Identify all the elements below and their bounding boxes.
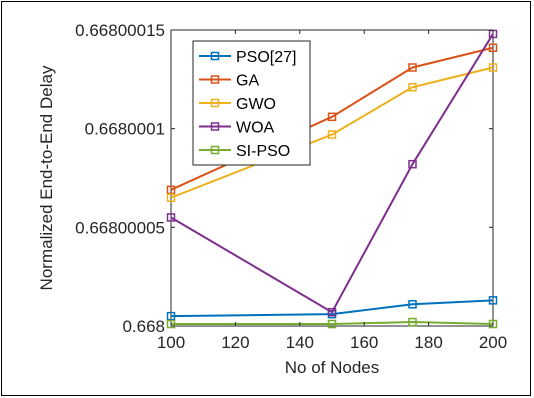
x-tick-label: 180 (414, 333, 442, 352)
x-tick-label: 200 (479, 333, 507, 352)
legend-item: PSO[27] (199, 49, 296, 66)
legend-label: SI-PSO (236, 143, 290, 160)
data-point (408, 63, 417, 72)
series-si-pso (166, 317, 498, 329)
data-point (166, 185, 176, 195)
x-tick-label: 140 (286, 333, 314, 352)
series-line (170, 33, 494, 314)
data-point (488, 319, 498, 329)
y-tick-label: 0.668 (122, 317, 165, 336)
series-line (170, 299, 494, 318)
data-point (166, 213, 176, 222)
data-point (327, 307, 337, 317)
data-point (327, 319, 337, 329)
data-point (408, 317, 417, 327)
legend-swatch-marker (210, 145, 220, 155)
data-point (488, 63, 498, 72)
legend-label: WOA (236, 120, 275, 137)
data-point (408, 300, 417, 309)
legend: PSO[27] GA GWO WOA SI-PSO (192, 40, 311, 166)
legend-item: GA (199, 73, 259, 90)
series-gwo (166, 63, 498, 202)
y-tick-label: 0.66800015 (75, 21, 165, 40)
legend-swatch-marker (210, 51, 220, 61)
series-line (170, 66, 494, 199)
data-point (488, 296, 498, 305)
x-tick-label: 120 (221, 333, 249, 352)
data-point (166, 311, 176, 321)
legend-label: GWO (236, 96, 276, 113)
legend-swatch-marker (210, 122, 220, 131)
legend-swatch-marker (210, 75, 220, 84)
legend-item: GWO (199, 96, 276, 113)
data-point (327, 130, 337, 139)
x-tick-label: 100 (157, 333, 185, 352)
y-axis-label: Normalized End-to-End Delay (37, 65, 56, 290)
data-point (488, 43, 498, 53)
series-line (171, 321, 494, 326)
legend-label: PSO[27] (236, 49, 296, 66)
data-point (327, 112, 337, 122)
legend-label: GA (236, 73, 259, 90)
legend-item: SI-PSO (199, 143, 290, 160)
x-tick-label: 160 (350, 333, 378, 352)
data-point (166, 319, 176, 329)
x-axis-label: No of Nodes (285, 358, 380, 377)
data-point (408, 82, 417, 92)
y-tick-label: 0.66800005 (75, 218, 165, 237)
y-tick-label: 0.6680001 (85, 120, 165, 139)
legend-swatch-marker (210, 98, 220, 108)
legend-item: WOA (199, 120, 275, 137)
axis-ticks: 100 120 140 160 180 200 0.668 0.66800005 0.66800… (75, 21, 507, 352)
data-point (408, 159, 417, 169)
data-point (166, 193, 176, 202)
